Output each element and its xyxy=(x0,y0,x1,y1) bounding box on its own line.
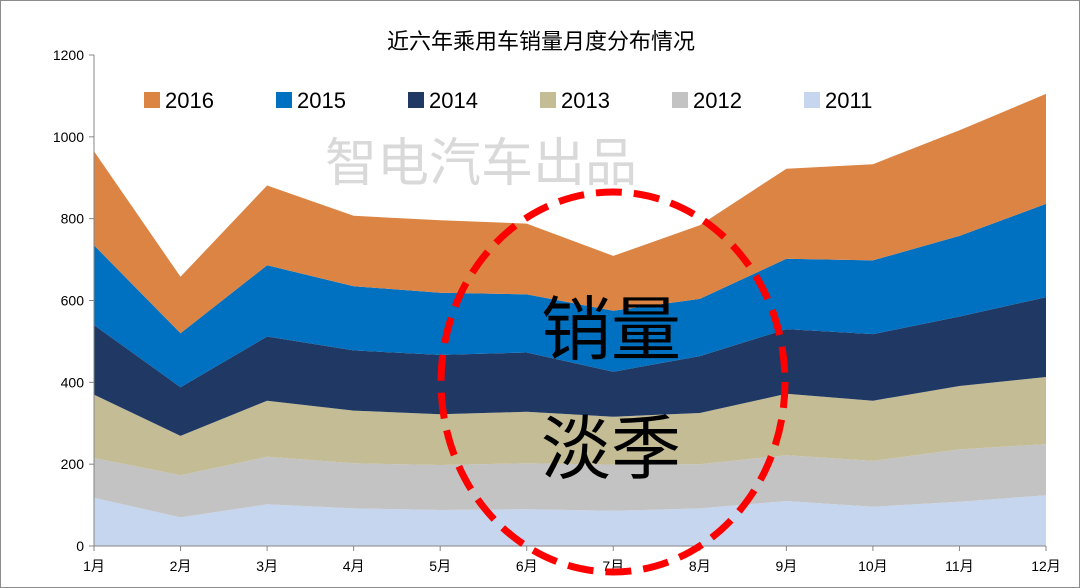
area-series-2013 xyxy=(94,377,1046,476)
legend-swatch-2012 xyxy=(672,92,688,108)
y-tick-label: 0 xyxy=(76,538,84,554)
area-series-2012 xyxy=(94,444,1046,518)
legend-label-2013: 2013 xyxy=(561,88,610,113)
legend-label-2015: 2015 xyxy=(297,88,346,113)
x-tick-label: 4月 xyxy=(343,558,365,574)
area-series-2015 xyxy=(94,203,1046,388)
legend-label-2016: 2016 xyxy=(165,88,214,113)
x-tick-label: 8月 xyxy=(689,558,711,574)
x-tick-label: 5月 xyxy=(429,558,451,574)
legend-swatch-2013 xyxy=(540,92,556,108)
x-tick-label: 10月 xyxy=(858,558,888,574)
area-series-2014 xyxy=(94,297,1046,436)
y-tick-label: 600 xyxy=(61,293,85,309)
x-tick-label: 6月 xyxy=(516,558,538,574)
legend-swatch-2011 xyxy=(804,92,820,108)
chart-title: 近六年乘用车销量月度分布情况 xyxy=(387,30,695,55)
legend: 2016 2015 2014 2013 2012 2011 xyxy=(144,88,872,113)
area-series-2016 xyxy=(94,93,1046,334)
legend-label-2014: 2014 xyxy=(429,88,478,113)
x-tick-label: 9月 xyxy=(775,558,797,574)
y-tick-label: 1200 xyxy=(53,47,84,63)
x-tick-label: 12月 xyxy=(1031,558,1061,574)
x-tick-label: 11月 xyxy=(945,558,974,574)
y-tick-label: 200 xyxy=(61,456,85,472)
area-series-2011 xyxy=(94,495,1046,546)
legend-swatch-2014 xyxy=(408,92,424,108)
highlight-circle xyxy=(437,188,789,576)
x-tick-label: 3月 xyxy=(256,558,278,574)
y-tick-label: 800 xyxy=(61,211,85,227)
legend-label-2011: 2011 xyxy=(825,88,872,113)
y-tick-label: 400 xyxy=(61,374,85,390)
watermark-text: 智电汽车出品 xyxy=(325,134,637,194)
legend-swatch-2016 xyxy=(144,92,160,108)
annotation-sales: 销量 xyxy=(541,289,681,371)
x-tick-label: 1月 xyxy=(83,558,105,574)
legend-label-2012: 2012 xyxy=(693,88,742,113)
area-series-group xyxy=(94,93,1046,546)
y-tick-label: 1000 xyxy=(53,129,84,145)
legend-swatch-2015 xyxy=(276,92,292,108)
annotation-offseason: 淡季 xyxy=(541,408,681,490)
x-tick-label: 2月 xyxy=(170,558,192,574)
